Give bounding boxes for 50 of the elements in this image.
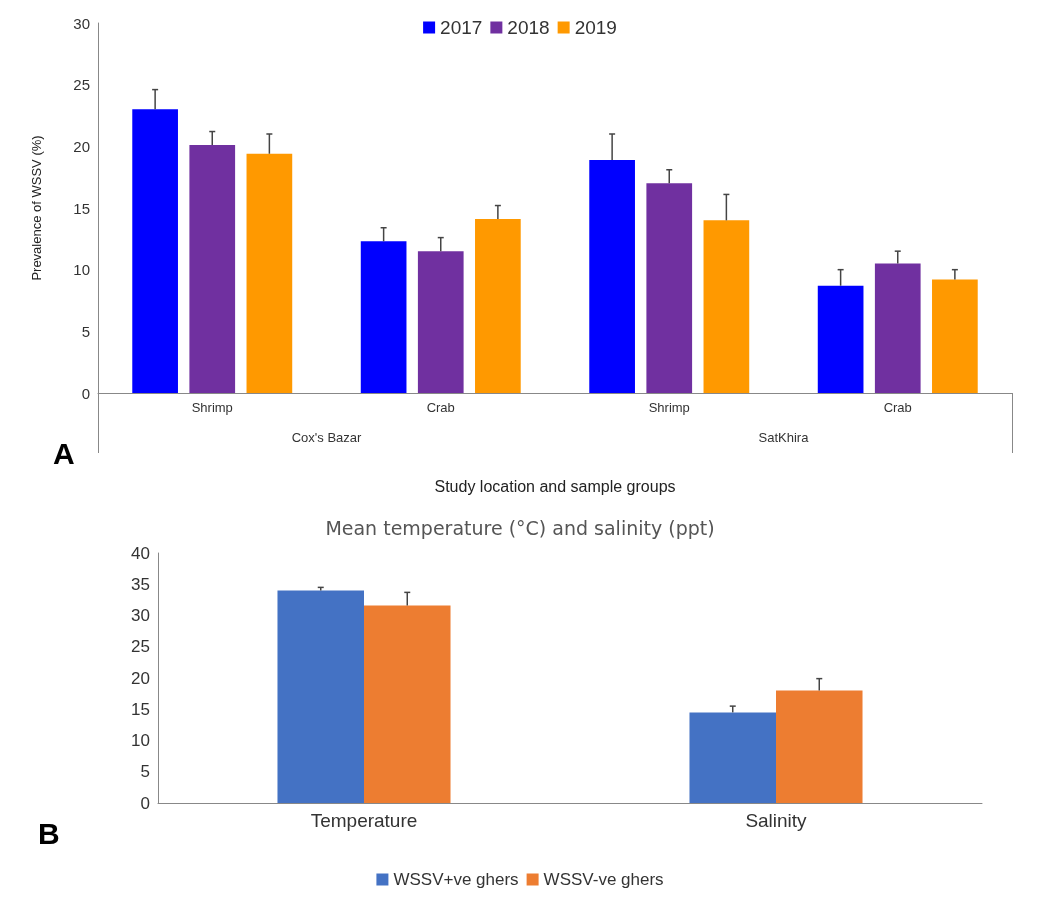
bar — [364, 605, 451, 803]
x-tick-label: Shrimp — [648, 400, 690, 415]
text: B — [38, 816, 60, 850]
y-tick-label: 40 — [131, 543, 150, 563]
bar — [776, 690, 863, 803]
bar — [246, 153, 293, 393]
y-tick-label: 5 — [140, 762, 150, 782]
x-tick-label: Crab — [883, 400, 912, 415]
text: A — [53, 436, 75, 470]
bar — [417, 251, 464, 393]
y-tick-label: 20 — [131, 668, 150, 688]
y-tick-label: 25 — [131, 637, 150, 657]
y-tick-label: 0 — [81, 384, 90, 402]
y-tick-label: 30 — [131, 606, 150, 625]
y-tick-label: 0 — [140, 793, 150, 813]
bar — [475, 219, 521, 393]
y-tick-label: 20 — [73, 137, 90, 155]
y-tick-label: 30 — [73, 14, 90, 32]
bar — [932, 279, 978, 393]
bar — [646, 183, 693, 393]
bar — [589, 159, 635, 393]
bar — [132, 109, 178, 393]
bar — [817, 285, 864, 393]
y-tick-label: 5 — [81, 322, 90, 340]
legend-label: 2019 — [574, 17, 617, 38]
bar — [189, 145, 236, 393]
bar — [689, 712, 776, 803]
y-tick-label: 15 — [131, 699, 150, 719]
y-axis-title: Prevalence of WSSV (%) — [29, 135, 44, 281]
y-tick-label: 25 — [73, 76, 90, 94]
legend-label: WSSV-ve ghers — [543, 870, 664, 889]
x-tick-label: Salinity — [745, 810, 808, 831]
x-axis-title: Study location and sample groups — [434, 477, 676, 495]
legend-label: 2017 — [440, 17, 483, 38]
chart-title: Mean temperature (°C) and salinity (ppt) — [325, 516, 715, 539]
y-tick-label: 35 — [131, 574, 150, 594]
bar — [874, 263, 921, 393]
bar — [360, 241, 407, 393]
bar — [277, 590, 364, 803]
y-tick-label: 10 — [131, 731, 150, 750]
text: SatKhira — [758, 430, 810, 445]
y-tick-label: 10 — [73, 261, 90, 279]
legend-label: WSSV+ve ghers — [393, 870, 519, 889]
x-tick-label: Shrimp — [191, 400, 233, 415]
x-tick-label: Crab — [426, 400, 455, 415]
text: Cox's Bazar — [291, 430, 363, 445]
y-tick-label: 15 — [73, 199, 90, 217]
x-tick-label: Temperature — [310, 810, 418, 831]
legend-label: 2018 — [507, 17, 550, 38]
bar — [703, 220, 750, 393]
